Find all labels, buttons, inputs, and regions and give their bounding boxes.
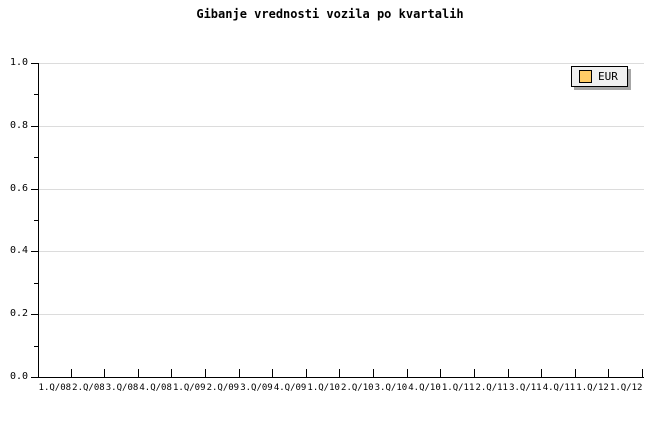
y-axis-major-tick (31, 63, 38, 64)
gridline-1.0 (39, 63, 644, 64)
x-tick-label: 4.Q/08 (139, 383, 172, 393)
x-tick-label: 1.Q/11 (441, 383, 475, 393)
y-tick-label: 0.4 (9, 245, 28, 256)
x-tick (576, 369, 610, 377)
x-tick (374, 369, 408, 377)
x-tick-label: 4.Q/10 (408, 383, 441, 393)
x-tick (139, 369, 173, 377)
x-tick-label: 3.Q/11 (509, 383, 542, 393)
x-tick-label: 1.Q/08 (38, 383, 72, 393)
y-axis-minor-tick (34, 346, 38, 347)
y-tick-label: 0.8 (9, 120, 28, 131)
x-tick (240, 369, 274, 377)
x-tick-label: 2.Q/09 (206, 383, 240, 393)
x-tick-label: 3.Q/08 (105, 383, 139, 393)
x-tick (340, 369, 375, 377)
chart-title: Gibanje vrednosti vozila po kvartalih (196, 7, 464, 21)
gridline-0.6 (39, 188, 644, 190)
x-tick-label: 4.Q/11 (542, 383, 576, 393)
x-tick-label: 3.Q/09 (240, 383, 273, 393)
x-tick (72, 369, 106, 377)
y-axis-minor-tick (34, 220, 38, 221)
plot-area (38, 63, 644, 378)
y-tick-label: 0.0 (9, 371, 28, 382)
x-tick-label: 1.Q/09 (172, 383, 206, 393)
legend-label: EUR (598, 70, 618, 83)
gridline-0.4 (39, 251, 644, 253)
y-axis-minor-tick (34, 283, 38, 284)
x-tick-label: 1.Q/12 (609, 383, 643, 393)
x-axis-labels: 1.Q/08 2.Q/08 3.Q/08 4.Q/08 1.Q/09 2.Q/0… (38, 382, 643, 394)
y-axis-major-tick (31, 314, 38, 315)
x-tick (38, 369, 72, 377)
y-axis-major-tick (31, 377, 38, 378)
x-tick (172, 369, 207, 377)
x-tick-label: 1.Q/10 (307, 383, 340, 393)
y-axis-major-tick (31, 251, 38, 252)
gridline-0.8 (39, 125, 644, 127)
x-tick (408, 369, 442, 377)
x-tick-label: 2.Q/08 (72, 383, 105, 393)
y-axis-major-tick (31, 189, 38, 190)
x-tick (206, 369, 240, 377)
x-tick (542, 369, 576, 377)
x-tick-label: 3.Q/10 (374, 383, 408, 393)
x-axis-ticks (38, 369, 643, 377)
x-tick (609, 369, 643, 377)
x-tick-label: 2.Q/11 (475, 383, 508, 393)
x-tick-label: 2.Q/10 (341, 383, 374, 393)
x-tick (441, 369, 475, 377)
x-tick (273, 369, 307, 377)
x-tick-label: 1.Q/12 (576, 383, 609, 393)
legend-swatch-eur-icon (579, 70, 592, 83)
x-tick (307, 369, 341, 377)
x-tick-label: 4.Q/09 (273, 383, 307, 393)
legend-box: EUR (571, 66, 628, 87)
x-tick (475, 369, 509, 377)
y-axis-minor-tick (34, 94, 38, 95)
x-tick (105, 369, 139, 377)
x-tick (509, 369, 543, 377)
y-tick-label: 0.6 (9, 183, 28, 194)
y-tick-label: 0.2 (9, 308, 28, 319)
gridline-0.2 (39, 314, 644, 316)
y-axis-major-tick (31, 126, 38, 127)
y-tick-label: 1.0 (9, 57, 28, 68)
y-axis-minor-tick (34, 157, 38, 158)
